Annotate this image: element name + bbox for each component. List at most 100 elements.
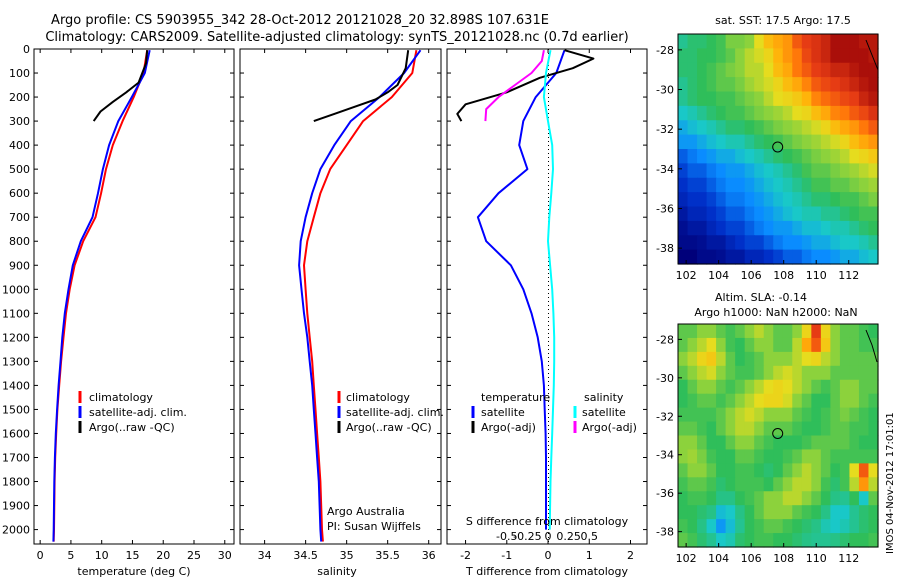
heatmap-cell — [801, 134, 812, 150]
heatmap-cell — [849, 235, 860, 251]
heatmap-cell — [792, 519, 803, 534]
heatmap-cell — [820, 491, 831, 506]
heatmap-cell — [678, 365, 689, 381]
heatmap-cell — [754, 449, 765, 464]
series-line-argo — [313, 50, 410, 123]
heatmap-cell — [849, 206, 860, 222]
heatmap-cell — [678, 235, 689, 251]
heatmap-cell — [725, 134, 736, 150]
heatmap-cell — [735, 192, 746, 208]
depth-tick-label: 1400 — [2, 379, 30, 392]
heatmap-cell — [792, 337, 803, 353]
heatmap-cell — [858, 34, 870, 49]
figure-title-line2: Climatology: CARS2009. Satellite-adjuste… — [45, 30, 628, 45]
legend-label-climatology: climatology — [346, 391, 410, 404]
heatmap-cell — [858, 421, 870, 437]
heatmap-cell — [839, 235, 851, 251]
heatmap-cell — [687, 477, 698, 492]
heatmap-cell — [839, 407, 851, 423]
heatmap-cell — [706, 206, 717, 222]
heatmap-cell — [839, 220, 851, 236]
heatmap-cell — [792, 220, 803, 236]
heatmap-cell — [830, 192, 841, 208]
heatmap-cell — [773, 177, 784, 193]
heatmap-cell — [801, 235, 812, 251]
heatmap-cell — [697, 120, 708, 136]
heatmap-cell — [858, 533, 870, 548]
heatmap-cell — [725, 206, 736, 222]
heatmap-cell — [792, 249, 803, 265]
heatmap-cell — [725, 220, 736, 236]
heatmap-cell — [820, 365, 831, 381]
heatmap-cell — [725, 324, 736, 339]
heatmap-cell — [820, 407, 831, 423]
heatmap-cell — [830, 149, 841, 164]
heatmap-cell — [830, 435, 841, 451]
heatmap-cell — [858, 324, 870, 339]
heatmap-cell — [716, 91, 727, 107]
heatmap-cell — [763, 177, 774, 193]
heatmap-cell — [735, 220, 746, 236]
heatmap-cell — [839, 379, 851, 395]
heatmap-cell — [792, 324, 803, 339]
heatmap-cell — [678, 34, 689, 49]
heatmap-cell — [868, 393, 879, 409]
heatmap-cell — [839, 421, 851, 437]
heatmap-cell — [716, 337, 727, 353]
heatmap-cell — [697, 192, 708, 208]
heatmap-cell — [754, 206, 765, 222]
heatmap-cell — [735, 477, 746, 492]
heatmap-cell — [725, 519, 736, 534]
heatmap-cell — [706, 177, 717, 193]
heatmap-cell — [678, 177, 689, 193]
heatmap-cell — [744, 220, 755, 236]
heatmap-cell — [754, 533, 765, 548]
heatmap-cell — [735, 337, 746, 353]
lon-tick-label: 112 — [838, 552, 859, 565]
heatmap-cell — [706, 365, 717, 381]
heatmap-cell — [868, 105, 879, 121]
lat-tick-label: -34 — [656, 163, 674, 176]
heatmap-cell — [706, 491, 717, 506]
heatmap-cell — [868, 505, 879, 520]
heatmap-cell — [849, 34, 860, 49]
heatmap-cell — [687, 192, 698, 208]
heatmap-cell — [858, 149, 870, 164]
heatmap-cell — [763, 91, 774, 107]
lat-tick-label: -34 — [656, 449, 674, 462]
heatmap-cell — [716, 324, 727, 339]
heatmap-cell — [744, 62, 755, 78]
heatmap-cell — [744, 105, 755, 121]
heatmap-cell — [849, 77, 860, 93]
heatmap-cell — [868, 48, 879, 64]
heatmap-cell — [830, 519, 841, 534]
heatmap-cell — [754, 365, 765, 381]
heatmap-cell — [849, 324, 860, 339]
heatmap-cell — [811, 324, 822, 339]
heatmap-cell — [858, 220, 870, 236]
temperature-panel: 0100200300400500600700800900100011001200… — [2, 43, 235, 578]
heatmap-cell — [782, 105, 793, 121]
heatmap-cell — [801, 421, 812, 437]
heatmap-cell — [801, 220, 812, 236]
heatmap-cell — [763, 449, 774, 464]
heatmap-cell — [820, 249, 831, 265]
heatmap-cell — [697, 220, 708, 236]
heatmap-cell — [820, 77, 831, 93]
heatmap-cell — [820, 337, 831, 353]
heatmap-cell — [725, 351, 736, 367]
heatmap-cell — [735, 324, 746, 339]
heatmap-cell — [716, 421, 727, 437]
heatmap-cell — [773, 337, 784, 353]
heatmap-cell — [820, 449, 831, 464]
heatmap-cell — [773, 48, 784, 64]
x-tick-label: 10 — [95, 549, 109, 562]
depth-tick-label: 0 — [23, 43, 30, 56]
heatmap-cell — [754, 91, 765, 107]
heatmap-cell — [735, 48, 746, 64]
heatmap-cell — [830, 365, 841, 381]
heatmap-cell — [792, 235, 803, 251]
heatmap-cell — [744, 351, 755, 367]
x-tick-label: 34 — [258, 549, 272, 562]
heatmap-cell — [801, 393, 812, 409]
